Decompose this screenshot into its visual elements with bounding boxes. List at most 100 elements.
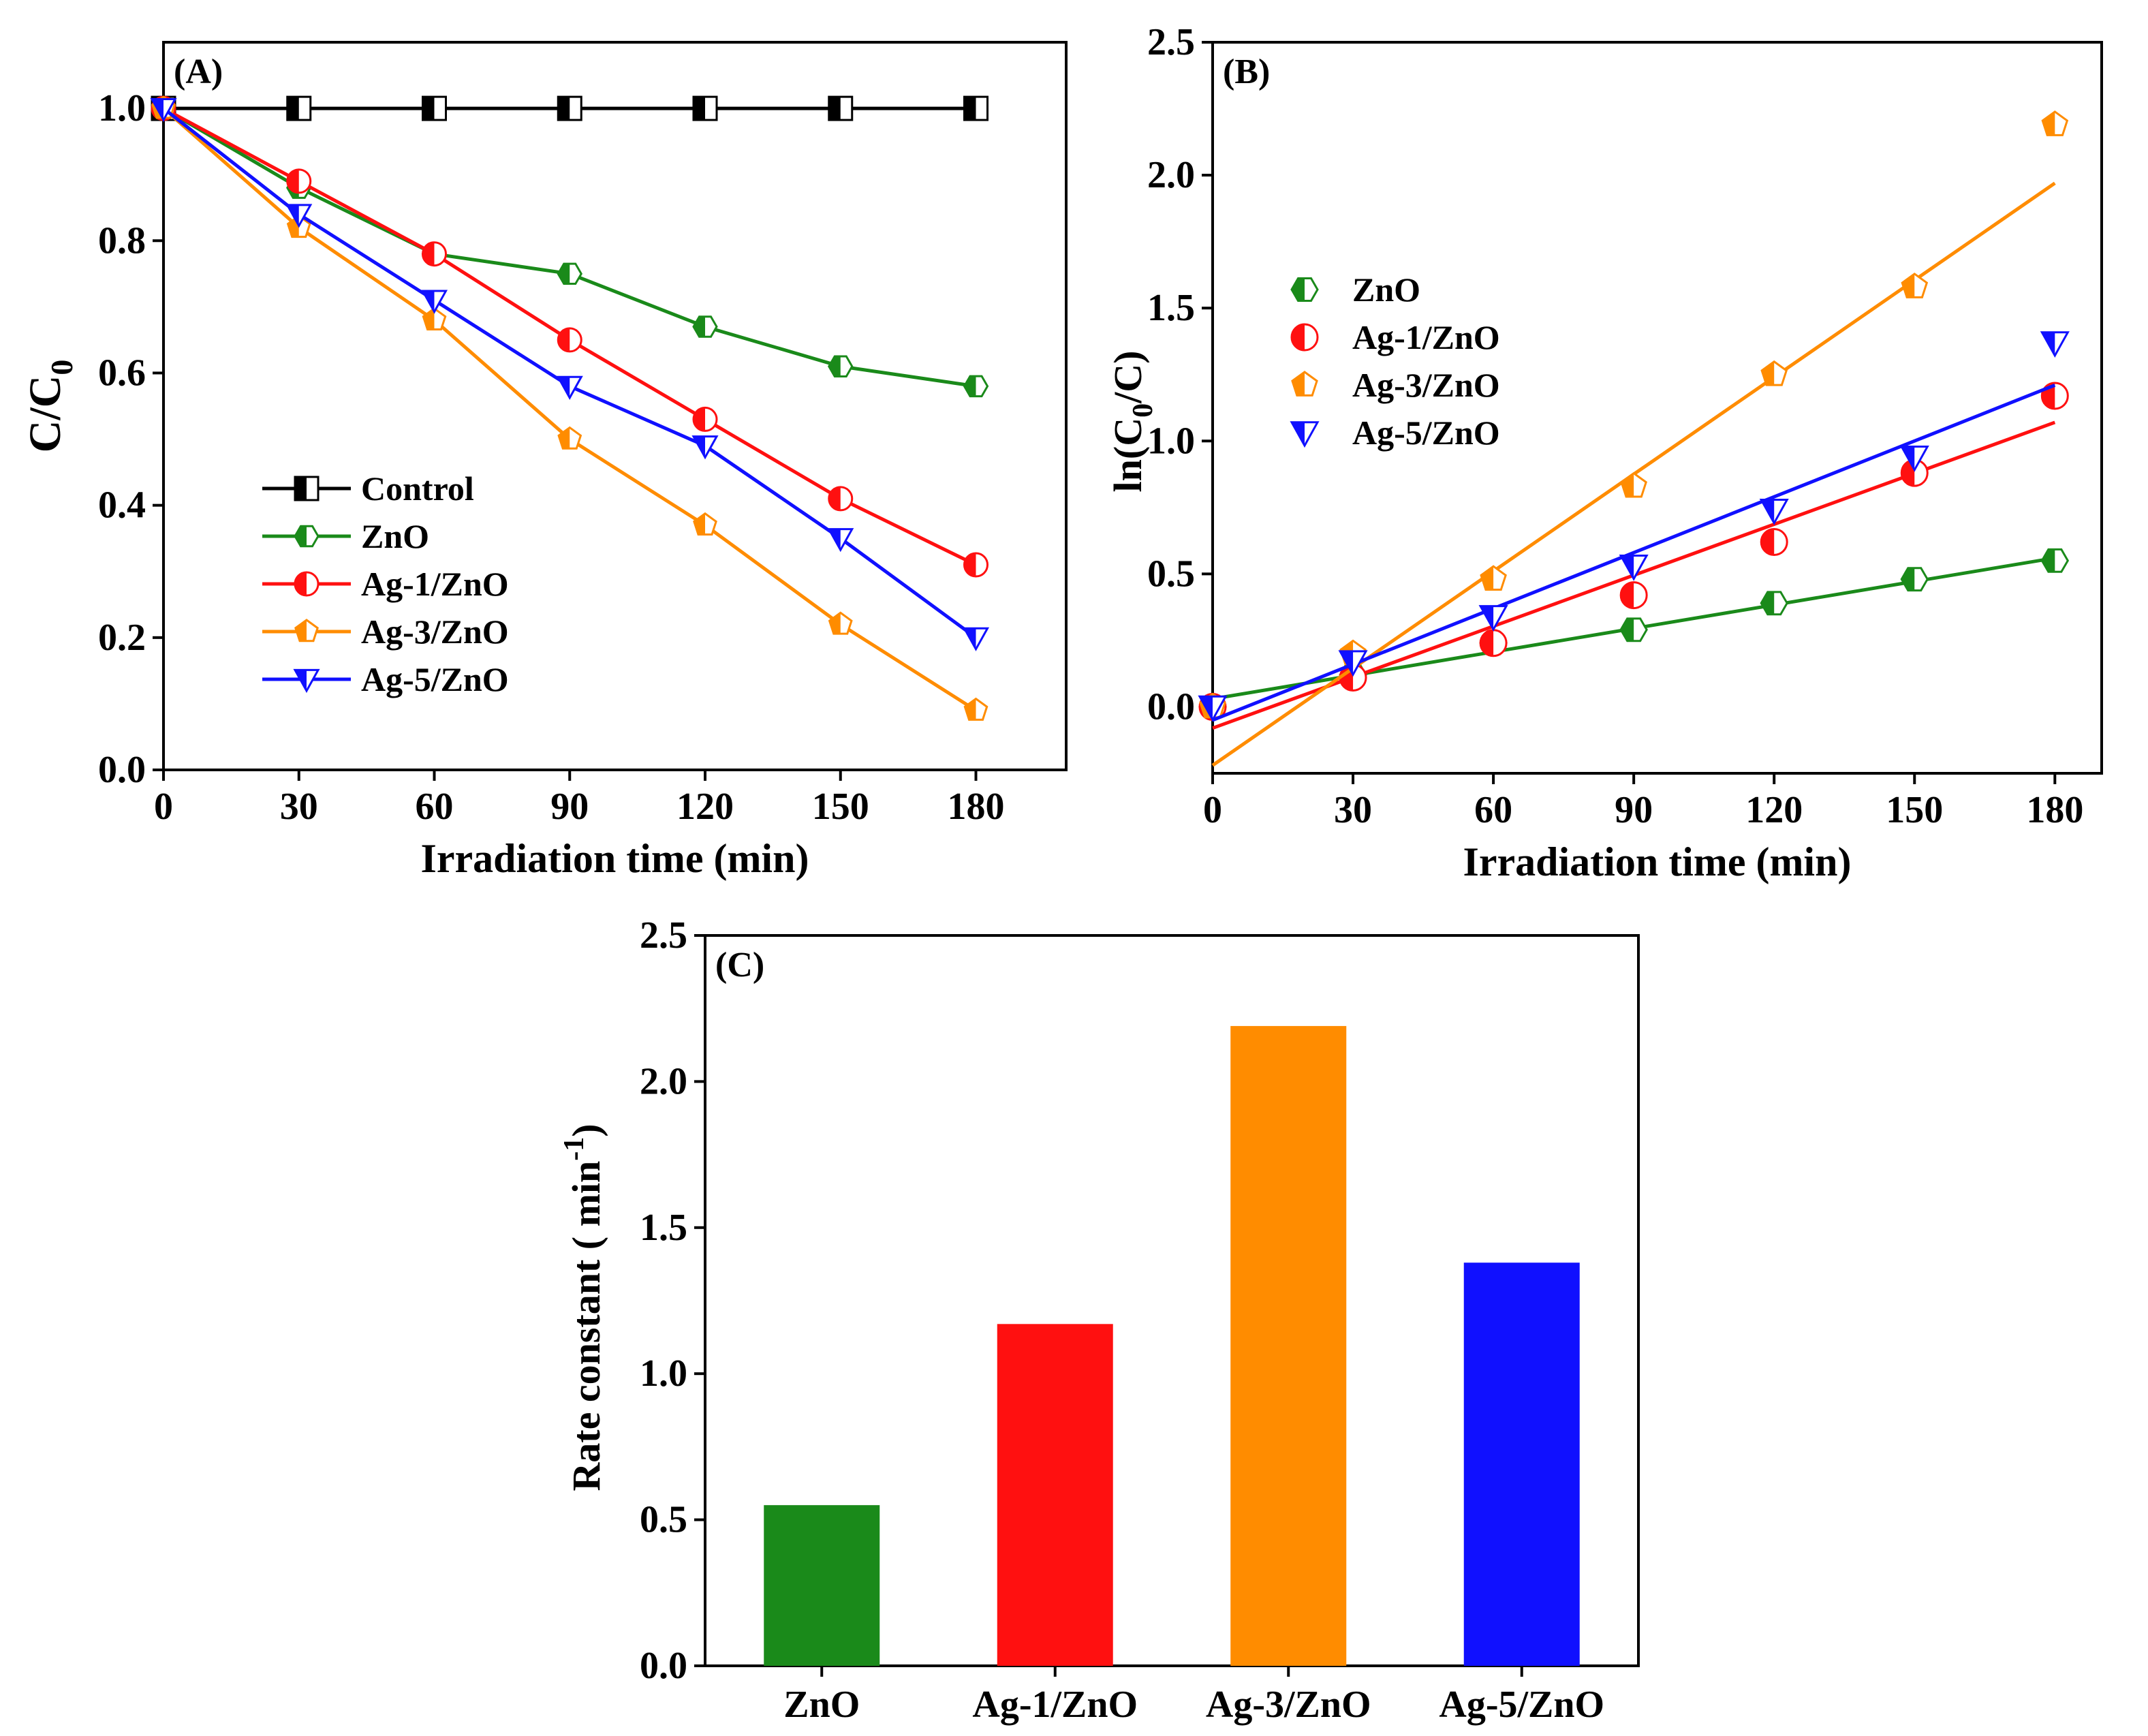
panel-c-label: (C) [715,946,764,985]
panel-a-line-chart: 0 30 60 90 120 150 180 0.0 0.2 0.4 0.6 0.8 1.0 (A) Irr… [20,41,1068,881]
panel-b-point-ag3 [1620,471,1647,498]
panel-b-point-zno [2040,548,2070,573]
panel-a-y-tick-label: 0.6 [98,352,146,394]
panel-a-legend-marker-ag5 [293,668,320,694]
panel-b-point-ag5 [1338,650,1368,677]
panel-a-point-ag1 [828,486,854,512]
panel-a-point-ag3 [693,512,717,536]
panel-a-legend-label-control: Control [361,469,474,508]
panel-a-point-ag5 [827,528,854,553]
panel-a-y-tick-label: 1.0 [98,87,146,129]
panel-a-point-ag3 [422,307,447,331]
panel-c-y-axis-label-main: Rate constant ( min [564,1161,608,1491]
panel-a-y-tick-label: 0.0 [98,749,146,791]
panel-a-y-tick-label: 0.4 [98,484,146,527]
panel-b-y-tick-label: 2.5 [1147,21,1195,63]
panel-b-point-ag5 [1619,554,1649,581]
panel-a-label: (A) [174,52,223,91]
panel-c-plot-frame [704,934,1640,1667]
panel-b-point-zno [1619,617,1648,642]
panel-b-legend-marker-ag3 [1291,371,1318,397]
panel-c-x-tick-label-ag1: Ag-1/ZnO [972,1684,1138,1726]
panel-b-x-tick-label: 90 [1615,789,1653,831]
panel-a-plot-frame [162,41,1068,771]
panel-a-point-ag5 [556,375,583,400]
panel-a-legend-marker-zno [294,525,320,548]
panel-b-x-tick-label: 180 [2026,789,2083,831]
panel-a-point-control [422,95,447,121]
panel-a-point-ag5 [150,97,177,123]
panel-b-plot-frame [1211,41,2103,775]
panel-a-legend-label-ag1: Ag-1/ZnO [361,565,509,603]
panel-b-y-axis-label-part1: ln(C [1106,418,1150,493]
panel-a-point-ag5 [962,627,990,651]
panel-b-x-tick-label: 60 [1474,789,1512,831]
panel-a-legend-label-zno: ZnO [361,517,429,555]
panel-b-point-ag3 [1480,565,1507,591]
panel-a-legend-marker-ag3 [294,619,319,642]
panel-b-x-axis-label: Irradiation time (min) [1463,839,1852,884]
panel-c-y-tick-label: 0.0 [640,1645,687,1687]
panel-a-point-ag5 [691,435,719,460]
panel-a-y-tick-label: 0.8 [98,219,146,262]
panel-a-x-tick-label: 120 [676,786,734,828]
panel-a-point-ag3 [963,697,989,721]
panel-b-point-ag3 [1760,360,1788,386]
panel-a-y-axis-label: C/C0 [20,360,79,453]
panel-a-x-tick-label: 60 [416,786,454,828]
panel-a-point-control [963,95,989,121]
panel-b-legend-label-zno: ZnO [1352,270,1420,309]
panel-a-legend-label-ag3: Ag-3/ZnO [361,613,509,651]
panel-b-point-ag1 [1619,581,1648,610]
panel-b-y-tick-label: 0.0 [1147,685,1195,728]
panel-c-bar-ag3 [1230,1025,1347,1666]
panel-b-point-zno [1900,567,1929,592]
panel-a-point-zno [557,262,582,285]
panel-b-y-axis-label-subscript: 0 [1127,403,1159,418]
panel-a-point-ag5 [285,204,313,228]
panel-b-y-tick-label: 2.0 [1147,154,1195,196]
panel-c-bar-chart: 0.0 0.5 1.0 1.5 2.0 2.5 (C) Rate constant ( min… [559,914,1640,1726]
panel-a-y-axis-label-main: C/C [20,375,70,453]
panel-b-legend-label-ag3: Ag-3/ZnO [1352,366,1500,404]
panel-a-y-axis-label-subscript: 0 [44,360,79,375]
panel-b-label: (B) [1223,52,1270,91]
panel-b-y-tick-label: 0.5 [1147,553,1195,595]
panel-a-point-control [692,95,718,121]
panel-a-x-tick-label: 30 [280,786,318,828]
panel-b-point-ag1 [1479,629,1508,657]
panel-c-x-tick-label-ag5: Ag-5/ZnO [1439,1684,1604,1726]
panel-a-x-tick-label: 90 [550,786,589,828]
panel-b-legend-label-ag5: Ag-5/ZnO [1352,414,1500,452]
panel-b-kinetics-chart: 0 30 60 90 120 150 180 0.0 0.5 1.0 1.5 2.0 2.5 (B) Irr… [1106,21,2103,884]
panel-a-legend-label-ag5: Ag-5/ZnO [361,660,509,698]
panel-a-legend-marker-ag1 [294,571,320,597]
panel-b-point-ag5 [1478,605,1508,632]
panel-b-point-ag5 [1899,445,1929,472]
panel-c-y-tick-label: 1.5 [640,1207,687,1249]
panel-a-x-tick-label: 180 [948,786,1005,828]
panel-b-legend-marker-zno [1290,277,1319,302]
panel-b-y-tick-label: 1.5 [1147,287,1195,329]
panel-a-point-control [286,95,312,121]
panel-b-point-ag1 [1900,459,1929,487]
panel-a-point-control [828,95,854,121]
panel-b-point-ag5 [2040,331,2070,358]
panel-a-point-zno [692,315,718,338]
panel-c-y-axis-label-close: ) [564,1123,608,1136]
panel-a-point-ag3 [828,611,853,635]
panel-c-y-tick-label: 2.0 [640,1060,687,1102]
panel-a-y-tick-label: 0.2 [98,617,146,659]
panel-c-x-tick-label-ag3: Ag-3/ZnO [1206,1684,1371,1726]
panel-a-point-ag3 [557,426,582,450]
panel-b-x-tick-label: 150 [1886,789,1943,831]
panel-b-legend-marker-ag1 [1290,323,1319,352]
panel-a-x-tick-label: 0 [154,786,173,828]
panel-a-point-ag1 [422,241,447,267]
panel-b-point-ag3 [1901,273,1929,298]
panel-a-legend-marker-control [294,476,320,501]
panel-a-point-ag1 [692,406,718,432]
panel-b-point-ag5 [1198,695,1228,722]
panel-c-x-tick-label-zno: ZnO [783,1684,860,1726]
